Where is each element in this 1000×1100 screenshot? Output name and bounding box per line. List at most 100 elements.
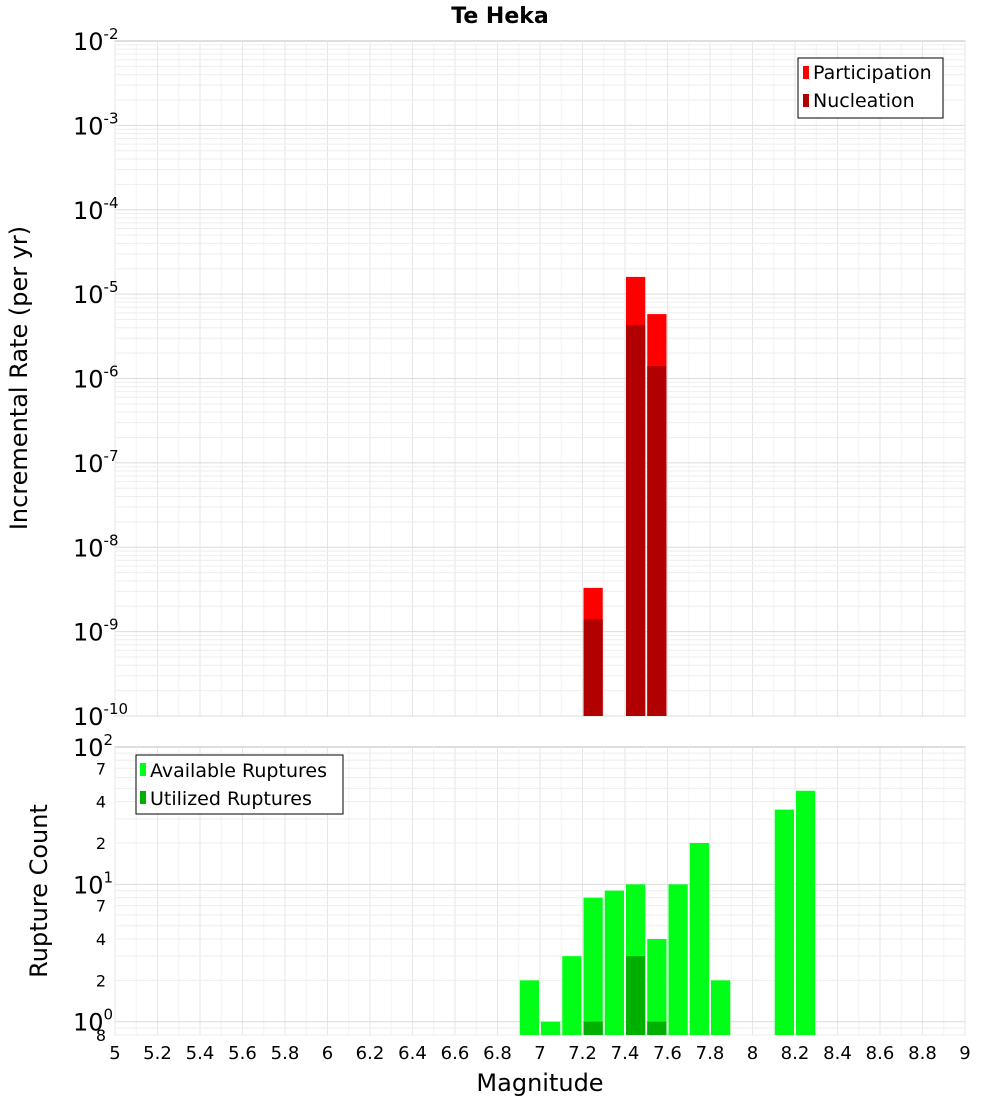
- count-y-tick-exponent: 1: [104, 868, 114, 886]
- rate-y-tick-label: 10-8: [73, 531, 119, 562]
- x-tick-label: 6.6: [441, 1043, 470, 1064]
- rate-y-tick-base: 10: [73, 534, 104, 562]
- rate-y-tick-base: 10: [73, 28, 104, 56]
- count-y-tick-label: 101: [73, 868, 113, 899]
- rate-y-tick-label: 10-6: [73, 363, 119, 394]
- rate-y-tick-label: 10-9: [73, 616, 119, 647]
- rate-y-tick-label: 10-7: [73, 447, 119, 478]
- rate-y-axis-label: Incremental Rate (per yr): [5, 226, 33, 530]
- x-tick-label: 5.8: [271, 1043, 300, 1064]
- rate-y-tick-label: 10-4: [73, 194, 119, 225]
- rate-grid: [114, 41, 966, 717]
- utilized-legend-swatch: [140, 791, 146, 804]
- participation-legend-label: Participation: [813, 62, 932, 84]
- rate-y-tick-base: 10: [73, 112, 104, 140]
- nucleation-bar: [583, 619, 603, 716]
- x-tick-label: 7: [534, 1043, 545, 1064]
- available-ruptures-bar: [689, 843, 709, 1035]
- available-ruptures-bar: [583, 897, 603, 1035]
- available-ruptures-bar: [541, 1021, 561, 1035]
- x-tick-label: 7.2: [568, 1043, 597, 1064]
- count-y-minor-tick-label: 2: [96, 971, 106, 990]
- available-ruptures-bar: [562, 956, 582, 1035]
- count-y-minor-tick-label: 7: [96, 897, 106, 916]
- count-y-minor-tick-label: 4: [96, 793, 106, 812]
- x-tick-label: 6.4: [398, 1043, 427, 1064]
- rate-y-tick-label: 10-10: [73, 700, 128, 731]
- rate-y-tick-exponent: -6: [104, 363, 119, 381]
- count-y-minor-tick-label: 7: [96, 759, 106, 778]
- count-bars: [519, 790, 816, 1035]
- count-y-tick-exponent: 2: [104, 731, 114, 749]
- x-tick-label: 6.2: [356, 1043, 385, 1064]
- count-y-minor-tick-label: 2: [96, 834, 106, 853]
- x-tick-label: 5: [109, 1043, 120, 1064]
- available-legend-swatch: [140, 763, 146, 776]
- rate-y-tick-exponent: -9: [104, 616, 119, 634]
- rate-y-tick-base: 10: [73, 450, 104, 478]
- x-tick-label: 8: [747, 1043, 758, 1064]
- rate-y-tick-exponent: -2: [104, 25, 119, 43]
- x-tick-label: 5.6: [228, 1043, 257, 1064]
- x-tick-label: 6: [322, 1043, 333, 1064]
- x-tick-label: 7.6: [653, 1043, 682, 1064]
- utilized-ruptures-bar: [583, 1021, 603, 1035]
- x-tick-label: 8.8: [908, 1043, 937, 1064]
- rate-y-tick-base: 10: [73, 619, 104, 647]
- count-y-minor-tick-label: 8: [96, 1026, 106, 1045]
- rate-y-tick-exponent: -7: [104, 447, 119, 465]
- count-y-axis-label: Rupture Count: [25, 804, 53, 978]
- rate-y-tick-exponent: -3: [104, 109, 119, 127]
- participation-legend-swatch: [803, 66, 809, 79]
- magnitude-x-ticks: 5 5.2 5.4 5.6 5.8 6 6.2 6.4 6.6 6.8 7 7.2 7.4 7.6 7.8 8…: [109, 1043, 970, 1064]
- rate-y-tick-base: 10: [73, 281, 104, 309]
- count-legend-box: [135, 754, 344, 815]
- rate-y-tick-exponent: -8: [104, 531, 119, 549]
- available-ruptures-bar: [519, 980, 539, 1035]
- x-tick-label: 8.2: [781, 1043, 810, 1064]
- x-tick-label: 9: [959, 1043, 970, 1064]
- utilized-legend-label: Utilized Ruptures: [150, 788, 312, 810]
- rate-y-tick-base: 10: [73, 197, 104, 225]
- available-ruptures-bar: [668, 884, 688, 1035]
- x-tick-label: 8.6: [866, 1043, 895, 1064]
- rate-y-tick-label: 10-5: [73, 278, 119, 309]
- chart-title: Te Heka: [451, 4, 548, 29]
- utilized-ruptures-bar: [626, 956, 646, 1035]
- count-legend: Available Ruptures Utilized Ruptures: [135, 754, 344, 815]
- nucleation-legend-label: Nucleation: [813, 90, 915, 112]
- nucleation-legend-swatch: [803, 94, 809, 107]
- nucleation-bar: [626, 325, 646, 716]
- rate-y-tick-label: 10-3: [73, 109, 119, 140]
- rate-y-tick-base: 10: [73, 703, 104, 731]
- rate-y-tick-exponent: -10: [104, 700, 129, 718]
- count-y-tick-label: 100: [73, 1006, 113, 1037]
- count-y-tick-label: 102: [73, 731, 113, 762]
- utilized-ruptures-bar: [647, 1021, 667, 1035]
- count-y-minor-tick-label: 4: [96, 930, 106, 949]
- count-y-tick-base: 10: [73, 734, 104, 762]
- count-y-tick-base: 10: [73, 1009, 104, 1037]
- available-ruptures-bar: [711, 980, 731, 1035]
- rate-legend: Participation Nucleation: [797, 57, 944, 119]
- x-tick-label: 5.4: [186, 1043, 215, 1064]
- available-ruptures-bar: [647, 939, 667, 1035]
- rate-panel: 10-210-310-410-510-610-710-810-910-10 In…: [5, 25, 966, 731]
- available-legend-label: Available Ruptures: [150, 760, 327, 782]
- x-tick-label: 8.4: [823, 1043, 852, 1064]
- count-y-tick-exponent: 0: [104, 1006, 114, 1024]
- available-ruptures-bar: [604, 890, 624, 1035]
- nucleation-bar: [647, 366, 667, 716]
- x-tick-label: 5.2: [143, 1043, 172, 1064]
- x-tick-label: 7.4: [611, 1043, 640, 1064]
- rate-y-tick-label: 10-2: [73, 25, 119, 56]
- x-tick-label: 7.8: [696, 1043, 725, 1064]
- rate-y-tick-exponent: -5: [104, 278, 119, 296]
- rate-y-tick-base: 10: [73, 366, 104, 394]
- x-tick-label: 6.8: [483, 1043, 512, 1064]
- rate-y-tick-exponent: -4: [104, 194, 119, 212]
- rate-y-ticks: 10-210-310-410-510-610-710-810-910-10: [73, 25, 128, 731]
